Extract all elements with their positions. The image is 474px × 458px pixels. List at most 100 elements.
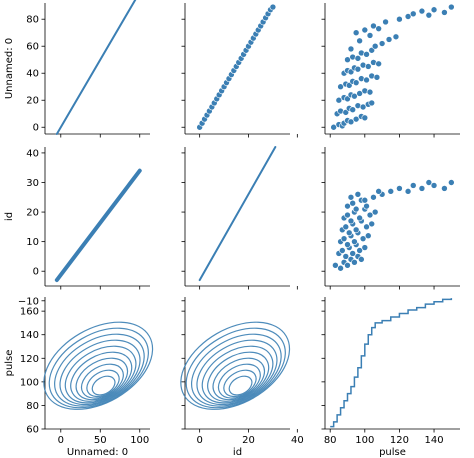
scatter-point (441, 9, 448, 16)
scatter-point (371, 208, 379, 216)
scatter-point (425, 11, 433, 19)
series-line (55, 0, 137, 135)
y-tick-label: 40 (26, 69, 39, 80)
scatter-point (366, 88, 374, 96)
x-tick-label: 100 (355, 435, 374, 446)
kde-contour (180, 321, 291, 410)
x-tick-label: 80 (324, 435, 337, 446)
y-tick-label: 0 (33, 123, 39, 134)
scatter-point (425, 179, 433, 186)
scatter-point (356, 37, 363, 45)
scatter-point (370, 22, 377, 30)
kde-contour (75, 357, 129, 401)
scatter-point (363, 76, 370, 84)
x-tick-label: 100 (130, 435, 149, 446)
panel-r2-c1: 0 20 40 (181, 297, 304, 446)
scatter-point (344, 202, 351, 210)
scatter-point (344, 261, 351, 269)
panel-r2-c0: 60 80 100 120 140 160 0 50 100 (20, 297, 150, 446)
y-tick-label: 10 (26, 237, 39, 248)
scatter-point (366, 32, 374, 39)
scatter-point (342, 223, 350, 231)
panel-content-r0-c0 (55, 0, 137, 135)
scatter-point (418, 7, 426, 15)
scatter-point (392, 33, 400, 41)
scatter-point (430, 6, 438, 14)
scatter-point (375, 25, 382, 32)
scatter-point (330, 123, 337, 131)
kde-contour (207, 351, 270, 402)
scatter-point (371, 42, 379, 50)
x-tick-label: 20 (242, 435, 255, 446)
scatter-point (347, 217, 355, 225)
kde-contour (64, 345, 137, 404)
kde-contour (91, 375, 116, 396)
y-tick-label: 160 (20, 307, 39, 318)
scatter-point (375, 60, 382, 68)
y-tick-label: 0 (33, 267, 39, 278)
scatter-point (359, 235, 367, 242)
y-axis-label-pulse: pulse (4, 350, 15, 377)
series-line (54, 168, 142, 283)
kde-contour (43, 321, 154, 410)
scatter-point (361, 114, 369, 122)
scatter-point (368, 99, 376, 107)
y-tick-label: 60 (26, 425, 39, 436)
scatter-point (361, 196, 369, 204)
scatter-point (332, 261, 339, 269)
ecdf-line (330, 298, 453, 428)
scatter-point (448, 3, 455, 11)
panel-content-r1-c0 (54, 168, 142, 283)
scatter-point (356, 90, 363, 97)
scatter-point (352, 226, 360, 234)
panel-content-r0-c1 (196, 3, 277, 131)
panel-r0-c2 (321, 3, 460, 138)
panel-content-r0-c2 (330, 3, 455, 131)
y-tick-label: −10 (18, 296, 39, 307)
scatter-point (396, 185, 403, 192)
kde-contour (201, 345, 274, 404)
panel-r0-c1 (181, 3, 298, 138)
scatter-point (358, 256, 365, 263)
x-axis-label-pulse: pulse (379, 447, 406, 458)
scatter-point (347, 45, 355, 53)
y-tick-label: 30 (26, 178, 39, 189)
scatter-point (363, 51, 370, 58)
scatter-point (441, 185, 448, 192)
y-axis-label-id: id (4, 212, 15, 221)
series-line (198, 146, 277, 282)
scatter-point (382, 18, 389, 26)
scatter-point (359, 103, 367, 111)
x-axis-label-id: id (233, 447, 242, 458)
scatter-point (375, 188, 382, 195)
scatter-point (344, 241, 351, 248)
panel-content-r1-c1 (198, 146, 277, 282)
scatter-point (344, 56, 351, 64)
panel-r1-c0: −10 0 10 20 30 40 (18, 147, 150, 307)
scatter-point (370, 193, 377, 201)
panel-r0-c0: 0 20 40 60 80 (26, 3, 150, 138)
kde-contour (190, 333, 282, 407)
panel-content-r2-c0 (43, 321, 154, 410)
kde-contour (196, 339, 278, 406)
y-tick-label: 100 (20, 377, 39, 388)
y-tick-label: 120 (20, 354, 39, 365)
kde-contour (70, 351, 133, 402)
scatter-point (368, 220, 376, 228)
scatter-point (352, 79, 360, 86)
scatter-point (356, 247, 363, 254)
scatter-point (351, 92, 358, 100)
scatter-point (373, 73, 381, 81)
scatter-point (342, 253, 350, 260)
scatter-point (448, 179, 455, 186)
y-tick-label: 60 (26, 42, 39, 53)
kde-contour (48, 327, 149, 409)
scatter-point (363, 223, 370, 231)
y-axis-label-unnamed-0: Unnamed: 0 (4, 38, 15, 99)
scatter-point (418, 185, 426, 192)
scatter-point (354, 55, 362, 62)
kde-contour (212, 357, 266, 401)
panel-r1-c2 (321, 147, 460, 302)
x-tick-label: 0 (196, 435, 202, 446)
